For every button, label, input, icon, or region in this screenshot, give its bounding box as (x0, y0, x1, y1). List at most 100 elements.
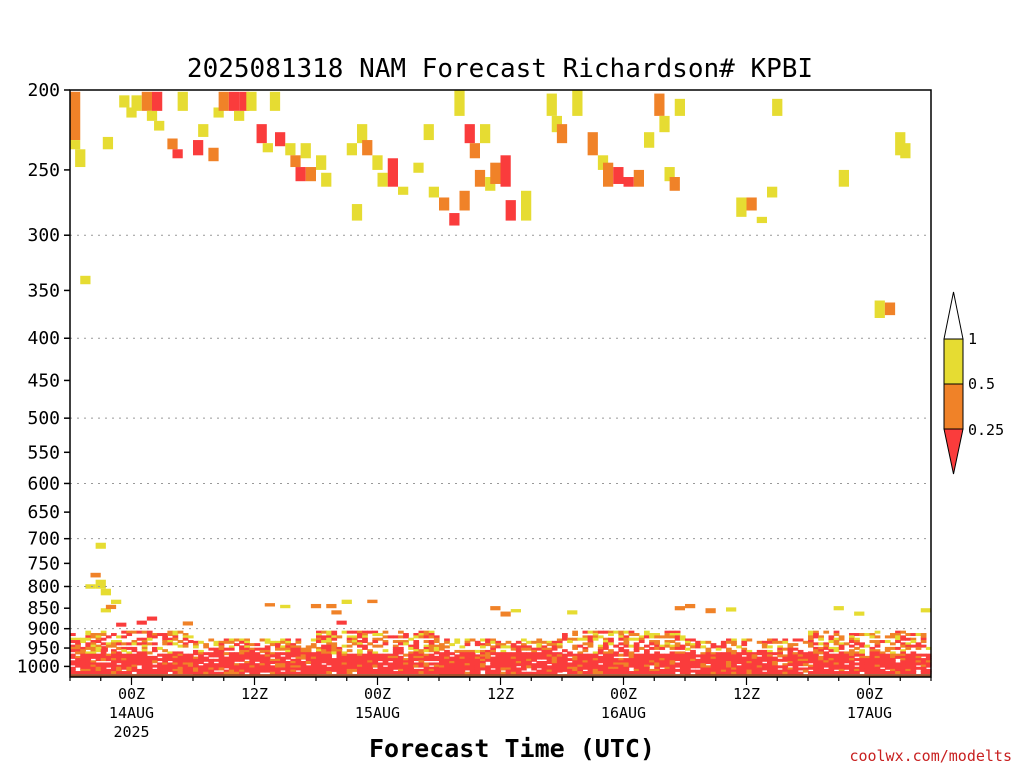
boundary-cell (172, 635, 179, 639)
boundary-cell (131, 666, 138, 670)
boundary-cell (331, 642, 338, 646)
boundary-cell (259, 663, 266, 667)
boundary-cell (613, 653, 619, 657)
boundary-cell (674, 664, 681, 668)
boundary-cell (500, 663, 507, 667)
boundary-cell (362, 660, 368, 664)
boundary-cell (900, 660, 906, 664)
boundary-cell (300, 667, 307, 671)
boundary-cell (259, 658, 266, 662)
boundary-cell (105, 635, 112, 639)
boundary-cell (377, 644, 384, 648)
boundary-cell (331, 649, 338, 653)
boundary-cell (551, 654, 558, 658)
boundary-cell (346, 664, 353, 668)
boundary-cell (510, 654, 517, 658)
boundary-cell (925, 668, 932, 672)
boundary-cell (157, 668, 163, 672)
boundary-cell (351, 660, 358, 664)
boundary-cell (551, 656, 558, 660)
boundary-cell (567, 653, 573, 657)
boundary-cell (884, 640, 891, 644)
boundary-cell (423, 635, 430, 639)
boundary-cell (664, 662, 671, 666)
boundary-cell (95, 655, 102, 659)
boundary-cell (562, 637, 568, 641)
boundary-cell (449, 665, 455, 669)
boundary-cell (326, 633, 332, 637)
boundary-cell (644, 662, 650, 666)
boundary-cell (234, 652, 240, 656)
boundary-cell (618, 671, 625, 675)
boundary-cell (884, 660, 891, 664)
boundary-cell (300, 656, 307, 660)
boundary-cell (172, 642, 179, 646)
boundary-cell (152, 649, 158, 653)
boundary-cell (644, 644, 650, 648)
boundary-cell (269, 665, 276, 669)
data-cell (613, 167, 624, 184)
boundary-cell (403, 664, 409, 668)
boundary-cell (90, 668, 97, 672)
boundary-cell (787, 669, 794, 673)
boundary-cell (428, 633, 435, 637)
boundary-cell (193, 658, 199, 662)
boundary-cell (920, 660, 927, 664)
boundary-cell (644, 664, 650, 668)
boundary-cell (70, 649, 76, 653)
boundary-cell (152, 660, 158, 664)
boundary-cell (751, 654, 758, 658)
boundary-cell (259, 654, 266, 658)
boundary-cell (167, 655, 174, 659)
boundary-cell (157, 658, 163, 662)
boundary-cell (152, 671, 158, 675)
boundary-cell (182, 671, 189, 675)
boundary-cell (715, 647, 722, 651)
boundary-cell (674, 644, 681, 648)
boundary-cell (162, 658, 168, 662)
boundary-cell (925, 660, 932, 664)
boundary-cell (116, 635, 122, 639)
boundary-cell (305, 656, 312, 660)
boundary-cell (603, 662, 609, 666)
boundary-cell (295, 665, 302, 669)
boundary-cell (218, 663, 225, 667)
boundary-cell (613, 630, 619, 634)
boundary-cell (521, 663, 527, 667)
boundary-cell (346, 630, 353, 634)
boundary-cell (387, 658, 394, 662)
boundary-cell (603, 668, 609, 672)
boundary-cell (490, 645, 496, 649)
data-cell (336, 620, 347, 625)
boundary-cell (208, 665, 215, 669)
boundary-cell (669, 655, 676, 659)
boundary-cell (351, 630, 358, 634)
boundary-cell (659, 655, 666, 659)
data-cell (275, 132, 286, 147)
boundary-cell (613, 658, 619, 662)
boundary-cell (464, 667, 471, 671)
boundary-cell (767, 671, 773, 675)
boundary-cell (849, 635, 855, 639)
boundary-cell (121, 664, 127, 668)
boundary-cell (316, 653, 322, 657)
data-cell (193, 140, 204, 156)
boundary-cell (638, 655, 645, 659)
boundary-cell (495, 669, 502, 673)
boundary-cell (797, 649, 804, 653)
boundary-cell (326, 640, 332, 644)
boundary-cell (900, 635, 906, 639)
boundary-cell (515, 658, 522, 662)
boundary-cell (495, 671, 502, 675)
boundary-cell (613, 671, 619, 675)
boundary-cell (351, 658, 358, 662)
boundary-cell (290, 667, 297, 671)
boundary-cell (187, 668, 194, 672)
boundary-cell (705, 649, 712, 653)
boundary-cell (710, 645, 717, 649)
data-cell (316, 155, 327, 170)
boundary-cell (787, 671, 794, 675)
boundary-cell (521, 658, 527, 662)
boundary-cell (572, 633, 578, 637)
boundary-cell (818, 635, 824, 639)
